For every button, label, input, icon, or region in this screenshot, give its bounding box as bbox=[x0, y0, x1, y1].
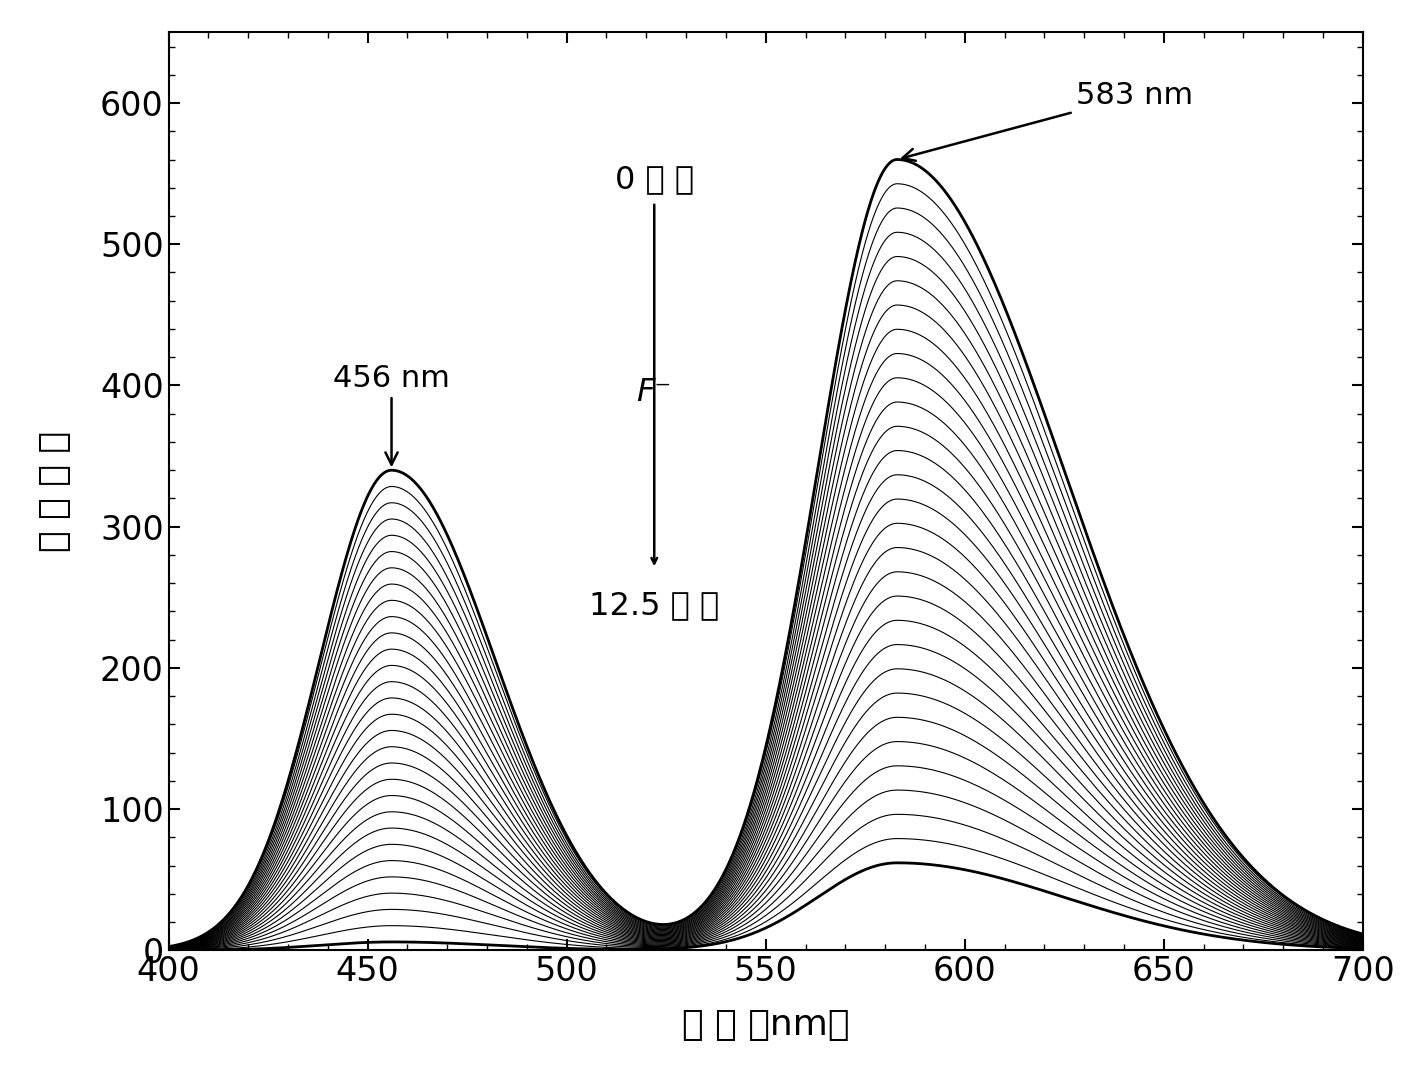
Text: 0 当 量: 0 当 量 bbox=[615, 164, 694, 194]
Text: F⁻: F⁻ bbox=[636, 377, 672, 408]
Text: 456 nm: 456 nm bbox=[333, 364, 450, 464]
Text: 583 nm: 583 nm bbox=[902, 81, 1193, 161]
X-axis label: 波 长 （nm）: 波 长 （nm） bbox=[681, 1008, 850, 1042]
Text: 12.5 当 量: 12.5 当 量 bbox=[589, 591, 719, 621]
Y-axis label: 发 射 强 度: 发 射 强 度 bbox=[38, 431, 72, 552]
